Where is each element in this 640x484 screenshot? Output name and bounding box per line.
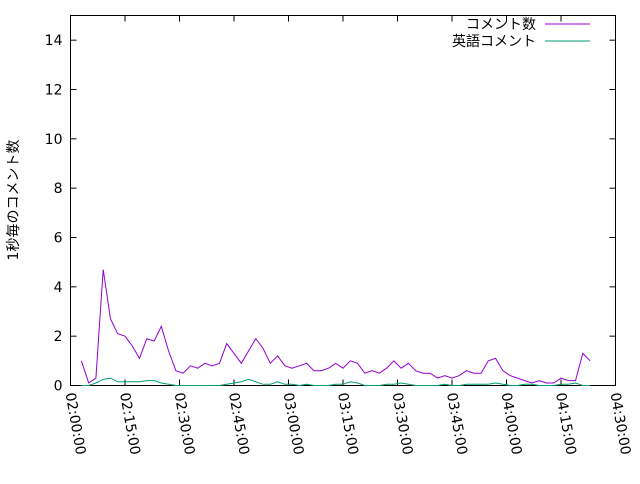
y-tick-label: 4: [54, 280, 63, 296]
y-tick-label: 6: [54, 231, 63, 247]
series-line-0: [81, 270, 590, 383]
x-tick-label: 04:30:00: [607, 391, 634, 456]
x-tick-label: 04:15:00: [552, 391, 579, 456]
series-group: [81, 270, 590, 386]
y-tick-label: 0: [54, 379, 63, 395]
y-tick-label: 10: [45, 132, 63, 148]
x-axis: 02:00:00 02:15:00 02:30:00 02:45:00 03:00:00…: [62, 16, 634, 457]
legend-label: 英語コメント: [452, 33, 536, 50]
x-tick-label: 03:00:00: [280, 391, 307, 456]
x-tick-label: 03:30:00: [389, 391, 416, 456]
x-tick-label: 03:15:00: [334, 391, 361, 456]
y-tick-label: 12: [45, 83, 63, 99]
x-tick-label: 03:45:00: [443, 391, 470, 456]
y-tick-label: 2: [54, 329, 63, 345]
x-tick-label: 02:45:00: [225, 391, 252, 456]
y-tick-label: 8: [54, 181, 63, 197]
x-tick-label: 04:00:00: [498, 391, 525, 456]
y-axis: 0 2 4 6 8 10 12 14: [45, 33, 616, 394]
plot-border: [71, 16, 616, 386]
x-tick-label: 02:00:00: [62, 391, 89, 456]
x-tick-label: 02:30:00: [171, 391, 198, 456]
x-tick-label: 02:15:00: [116, 391, 143, 456]
series-line-1: [81, 378, 590, 385]
y-axis-label: 1秒毎のコメント数: [6, 140, 22, 261]
legend-label: コメント数: [466, 17, 536, 33]
y-tick-label: 14: [45, 33, 63, 49]
